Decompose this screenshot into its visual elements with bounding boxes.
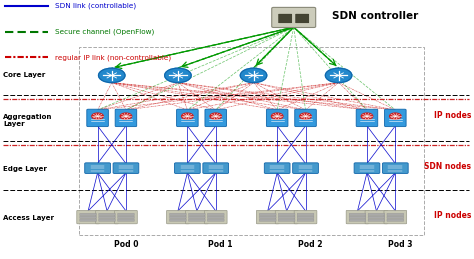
Text: SDN nodes: SDN nodes — [424, 162, 471, 171]
FancyBboxPatch shape — [99, 213, 115, 216]
FancyBboxPatch shape — [207, 213, 224, 216]
FancyBboxPatch shape — [170, 216, 186, 219]
Text: Access Layer: Access Layer — [3, 215, 54, 221]
FancyBboxPatch shape — [204, 210, 227, 224]
FancyBboxPatch shape — [292, 163, 319, 174]
FancyBboxPatch shape — [387, 219, 404, 221]
Text: Secure channel (OpenFlow): Secure channel (OpenFlow) — [55, 28, 155, 35]
FancyBboxPatch shape — [80, 219, 97, 221]
Text: Aggregation
Layer: Aggregation Layer — [3, 114, 53, 127]
FancyBboxPatch shape — [259, 213, 276, 216]
FancyBboxPatch shape — [294, 210, 317, 224]
FancyBboxPatch shape — [118, 219, 134, 221]
Text: Pod 3: Pod 3 — [388, 240, 412, 249]
FancyBboxPatch shape — [87, 109, 109, 127]
FancyBboxPatch shape — [356, 109, 378, 127]
FancyBboxPatch shape — [279, 14, 292, 23]
Text: Pod 0: Pod 0 — [114, 240, 138, 249]
FancyBboxPatch shape — [384, 109, 406, 127]
Circle shape — [99, 68, 125, 83]
FancyBboxPatch shape — [189, 219, 205, 221]
FancyBboxPatch shape — [272, 8, 316, 27]
FancyBboxPatch shape — [297, 216, 314, 219]
FancyBboxPatch shape — [275, 210, 298, 224]
Circle shape — [182, 113, 193, 119]
Circle shape — [240, 68, 267, 83]
Text: Edge Layer: Edge Layer — [3, 167, 47, 172]
Circle shape — [390, 113, 401, 119]
FancyBboxPatch shape — [297, 213, 314, 216]
FancyBboxPatch shape — [85, 163, 110, 174]
FancyBboxPatch shape — [77, 210, 100, 224]
FancyBboxPatch shape — [349, 213, 366, 216]
FancyBboxPatch shape — [174, 163, 200, 174]
FancyBboxPatch shape — [264, 163, 290, 174]
FancyBboxPatch shape — [278, 219, 295, 221]
Circle shape — [210, 113, 221, 119]
FancyBboxPatch shape — [205, 109, 227, 127]
FancyBboxPatch shape — [349, 216, 366, 219]
FancyBboxPatch shape — [387, 216, 404, 219]
FancyBboxPatch shape — [297, 219, 314, 221]
FancyBboxPatch shape — [96, 210, 118, 224]
FancyBboxPatch shape — [189, 213, 205, 216]
Text: SDN controller: SDN controller — [331, 11, 418, 21]
Text: SDN link (controllable): SDN link (controllable) — [55, 3, 136, 9]
Text: Core Layer: Core Layer — [3, 73, 46, 78]
FancyBboxPatch shape — [113, 163, 139, 174]
Text: regular IP link (non-controllable): regular IP link (non-controllable) — [55, 54, 171, 61]
FancyBboxPatch shape — [207, 219, 224, 221]
FancyBboxPatch shape — [99, 216, 115, 219]
FancyBboxPatch shape — [118, 216, 134, 219]
FancyBboxPatch shape — [384, 210, 407, 224]
FancyBboxPatch shape — [115, 210, 137, 224]
FancyBboxPatch shape — [185, 210, 208, 224]
Circle shape — [164, 68, 191, 83]
FancyBboxPatch shape — [349, 219, 366, 221]
Circle shape — [272, 113, 283, 119]
Circle shape — [361, 113, 373, 119]
FancyBboxPatch shape — [387, 213, 404, 216]
FancyBboxPatch shape — [80, 213, 97, 216]
FancyBboxPatch shape — [170, 213, 186, 216]
FancyBboxPatch shape — [99, 219, 115, 221]
Circle shape — [325, 68, 352, 83]
FancyBboxPatch shape — [365, 210, 388, 224]
FancyBboxPatch shape — [189, 216, 205, 219]
FancyBboxPatch shape — [259, 216, 276, 219]
FancyBboxPatch shape — [177, 109, 198, 127]
FancyBboxPatch shape — [170, 219, 186, 221]
FancyBboxPatch shape — [346, 210, 369, 224]
FancyBboxPatch shape — [368, 216, 385, 219]
FancyBboxPatch shape — [203, 163, 228, 174]
FancyBboxPatch shape — [296, 14, 309, 23]
FancyBboxPatch shape — [256, 210, 279, 224]
Text: Pod 1: Pod 1 — [208, 240, 233, 249]
FancyBboxPatch shape — [368, 219, 385, 221]
FancyBboxPatch shape — [266, 109, 288, 127]
Bar — [79, 47, 424, 235]
FancyBboxPatch shape — [354, 163, 380, 174]
Text: IP nodes: IP nodes — [434, 211, 471, 220]
FancyBboxPatch shape — [115, 109, 137, 127]
Text: IP nodes: IP nodes — [434, 111, 471, 120]
FancyBboxPatch shape — [278, 213, 295, 216]
FancyBboxPatch shape — [207, 216, 224, 219]
FancyBboxPatch shape — [368, 213, 385, 216]
Text: Pod 2: Pod 2 — [298, 240, 322, 249]
Circle shape — [92, 113, 103, 119]
FancyBboxPatch shape — [166, 210, 189, 224]
FancyBboxPatch shape — [80, 216, 97, 219]
FancyBboxPatch shape — [278, 216, 295, 219]
FancyBboxPatch shape — [259, 219, 276, 221]
FancyBboxPatch shape — [295, 109, 316, 127]
Circle shape — [300, 113, 311, 119]
FancyBboxPatch shape — [383, 163, 408, 174]
FancyBboxPatch shape — [118, 213, 134, 216]
Circle shape — [120, 113, 132, 119]
